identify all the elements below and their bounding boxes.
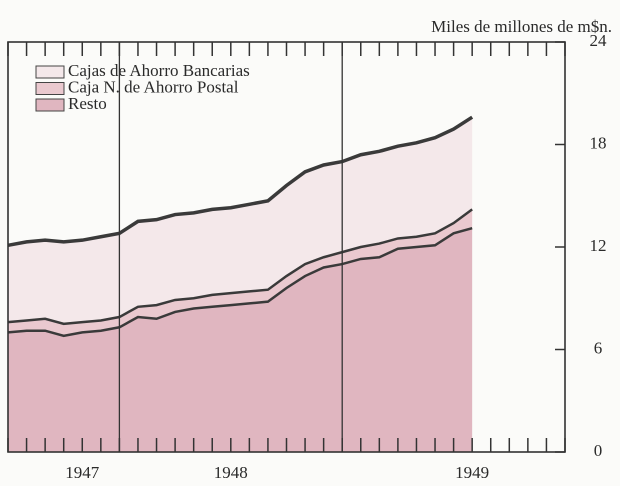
legend-swatch <box>35 65 65 79</box>
area <box>8 117 473 324</box>
area <box>8 228 473 452</box>
y-tick-label: 24 <box>590 31 608 50</box>
y-axis-label: Miles de millones de m$n. <box>431 17 612 36</box>
legend-label: Cajas de Ahorro Bancarias <box>68 61 250 80</box>
area-line <box>7 227 473 338</box>
area-line <box>7 208 473 326</box>
area-line <box>7 115 474 248</box>
legend-swatch <box>35 82 65 95</box>
x-tick-label: 1947 <box>65 463 100 482</box>
y-tick-label: 18 <box>590 133 607 152</box>
area <box>8 209 473 336</box>
y-tick-label: 12 <box>590 236 607 255</box>
x-tick-label: 1948 <box>214 463 248 482</box>
y-tick-label: 0 <box>594 441 603 460</box>
legend-label: Caja N. de Ahorro Postal <box>68 77 239 96</box>
legend-label: Resto <box>68 94 107 113</box>
legend-swatch <box>35 98 65 112</box>
x-tick-label: 1949 <box>455 463 489 482</box>
y-tick-label: 6 <box>594 338 603 357</box>
